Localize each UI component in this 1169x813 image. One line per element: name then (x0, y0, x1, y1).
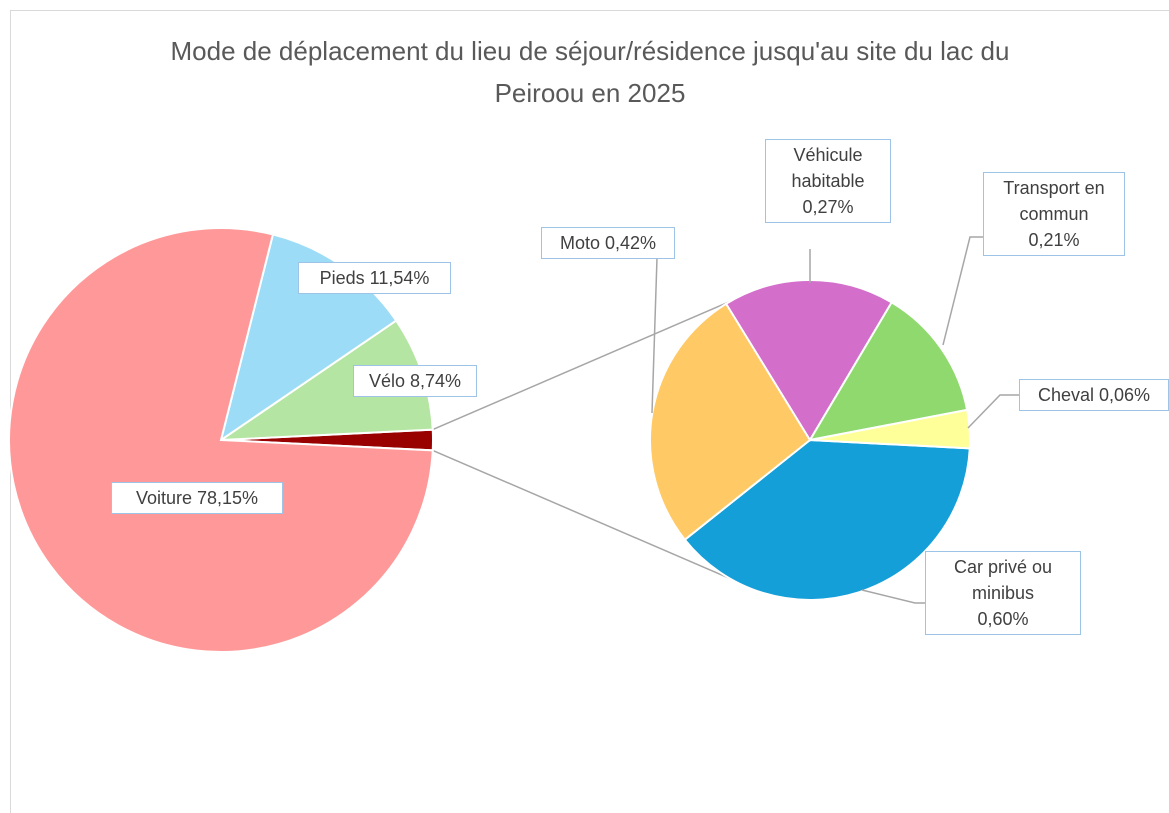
label-category: Cheval (1037, 385, 1094, 405)
leader-line (861, 589, 925, 604)
label-value: 0,06% (1098, 385, 1151, 405)
label-category: Vélo (368, 371, 405, 391)
leader-line (967, 394, 1019, 429)
data-label: Cheval 0,06% (1019, 379, 1169, 411)
pie-slice (683, 438, 971, 601)
pie-slice (808, 301, 969, 442)
data-label: Pieds 11,54% (298, 262, 451, 294)
leader-line (942, 236, 983, 346)
data-label: Vélo 8,74% (353, 365, 477, 397)
connector-line (432, 449, 731, 580)
label-category: Voiture (135, 488, 192, 508)
label-category: Moto (559, 233, 600, 253)
data-label: Transport en commun 0,21% (983, 172, 1125, 256)
label-category: Pieds (319, 268, 365, 288)
label-value: 0,21% (1028, 230, 1080, 250)
data-label: Véhicule habitable 0,27% (765, 139, 891, 223)
leader-line (651, 257, 658, 414)
chart-title: Mode de déplacement du lieu de séjour/ré… (170, 36, 1010, 108)
label-value: 11,54% (369, 268, 430, 288)
data-label: Car privé ou minibus 0,60% (925, 551, 1081, 635)
label-value: 78,15% (196, 488, 259, 508)
pie-slice (8, 227, 434, 653)
pie-slice (809, 408, 971, 450)
data-label: Moto 0,42% (541, 227, 675, 259)
label-value: 0,42% (604, 233, 657, 253)
label-value: 8,74% (409, 371, 462, 391)
label-value: 0,60% (977, 609, 1029, 629)
label-category: Transport en commun (1003, 178, 1105, 224)
label-value: 0,27% (802, 197, 854, 217)
pie-slice (724, 279, 894, 442)
data-label: Voiture 78,15% (111, 482, 283, 514)
connector-line (432, 300, 731, 431)
label-category: Véhicule habitable (791, 145, 865, 191)
label-category: Car privé ou minibus (953, 557, 1053, 603)
